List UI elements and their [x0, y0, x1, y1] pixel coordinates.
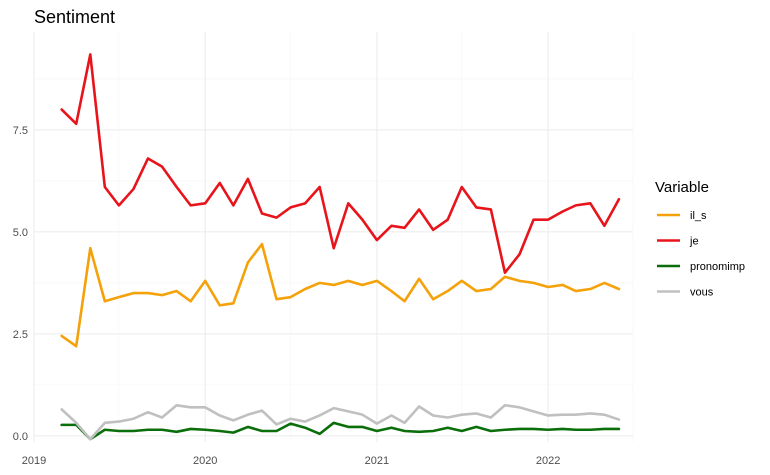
legend: Variable il_sje pronomimp vous — [655, 179, 745, 299]
y-tick-labels: 0.0 2.5 5.0 7.5 — [13, 125, 28, 443]
legend-label-il_s: il_s — [690, 210, 707, 222]
chart-title: Sentiment — [34, 7, 115, 27]
legend-title: Variable — [655, 179, 709, 196]
legend-label-vous: vous — [690, 287, 714, 299]
series-line-vous — [60, 403, 621, 441]
series-line-il_s — [60, 242, 621, 348]
series-line-je — [60, 53, 621, 275]
legend-label-je: je — [689, 236, 699, 248]
series-lines — [60, 53, 621, 441]
series-line-pronomimp — [60, 421, 621, 441]
x-tick-label: 2019 — [22, 455, 46, 467]
y-tick-label: 7.5 — [13, 125, 28, 137]
x-tick-label: 2021 — [365, 455, 389, 467]
x-tick-label: 2022 — [536, 455, 560, 467]
y-tick-label: 2.5 — [13, 329, 28, 341]
legend-label-pronomimp: pronomimp — [690, 261, 745, 273]
x-tick-label: 2020 — [193, 455, 217, 467]
x-tick-labels: 2019 2020 2021 2022 — [22, 455, 561, 467]
y-tick-label: 0.0 — [13, 431, 28, 443]
y-tick-label: 5.0 — [13, 227, 28, 239]
grid — [33, 32, 634, 442]
